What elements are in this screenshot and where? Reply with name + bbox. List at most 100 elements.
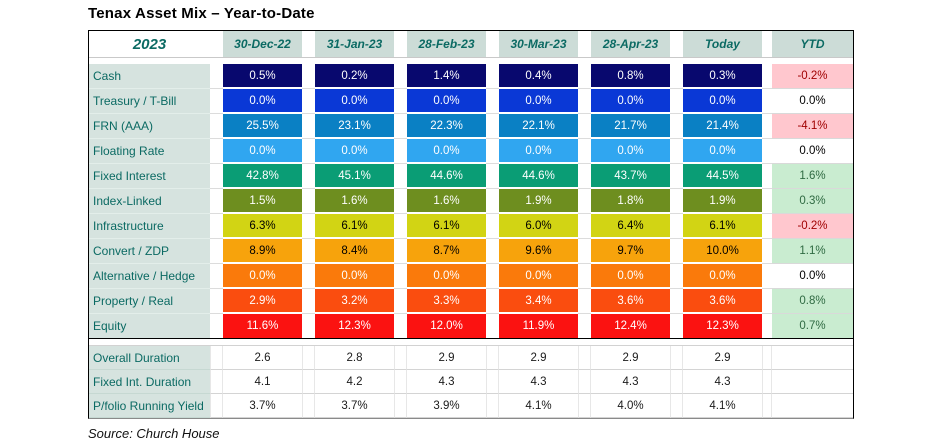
value-cell: 2.9 bbox=[591, 346, 670, 370]
value-cell: 12.4% bbox=[591, 314, 670, 339]
ytd-cell bbox=[772, 370, 853, 394]
value-cell: 3.6% bbox=[591, 289, 670, 314]
table-row: Property / Real 2.9% 3.2% 3.3% 3.4% 3.6%… bbox=[89, 289, 853, 314]
column-gap bbox=[670, 314, 683, 339]
value-cell: 0.0% bbox=[407, 89, 486, 114]
value-cell: 1.5% bbox=[223, 189, 302, 214]
value-cell: 0.0% bbox=[683, 89, 762, 114]
row-label: Fixed Int. Duration bbox=[89, 370, 210, 394]
row-label: Floating Rate bbox=[89, 139, 210, 164]
header-row: 2023 30-Dec-22 31-Jan-23 28-Feb-23 30-Ma… bbox=[89, 31, 853, 58]
column-gap bbox=[578, 164, 591, 189]
column-gap bbox=[578, 139, 591, 164]
table-row: Overall Duration 2.6 2.8 2.9 2.9 2.9 2.9 bbox=[89, 346, 853, 370]
row-label: FRN (AAA) bbox=[89, 114, 210, 139]
ytd-cell: 0.0% bbox=[772, 264, 853, 289]
column-gap bbox=[210, 89, 223, 114]
column-header: 28-Feb-23 bbox=[407, 31, 486, 58]
column-gap bbox=[486, 89, 499, 114]
value-cell: 9.6% bbox=[499, 239, 578, 264]
ytd-cell: 0.8% bbox=[772, 289, 853, 314]
column-gap bbox=[670, 164, 683, 189]
column-gap bbox=[670, 89, 683, 114]
column-gap bbox=[762, 314, 772, 339]
value-cell: 0.0% bbox=[591, 139, 670, 164]
value-cell: 10.0% bbox=[683, 239, 762, 264]
value-cell: 23.1% bbox=[315, 114, 394, 139]
row-label: Index-Linked bbox=[89, 189, 210, 214]
column-gap bbox=[486, 289, 499, 314]
value-cell: 2.9 bbox=[683, 346, 762, 370]
asset-mix-table: 2023 30-Dec-22 31-Jan-23 28-Feb-23 30-Ma… bbox=[88, 30, 854, 419]
value-cell: 44.6% bbox=[407, 164, 486, 189]
column-gap bbox=[578, 89, 591, 114]
ytd-header: YTD bbox=[772, 31, 853, 58]
column-gap bbox=[210, 370, 223, 394]
value-cell: 0.0% bbox=[683, 139, 762, 164]
column-gap bbox=[394, 114, 407, 139]
column-gap bbox=[578, 189, 591, 214]
column-gap bbox=[394, 31, 407, 58]
column-gap bbox=[670, 264, 683, 289]
column-gap bbox=[302, 64, 315, 89]
ytd-cell: 1.1% bbox=[772, 239, 853, 264]
value-cell: 2.6 bbox=[223, 346, 302, 370]
column-header: 30-Mar-23 bbox=[499, 31, 578, 58]
column-gap bbox=[486, 189, 499, 214]
value-cell: 8.4% bbox=[315, 239, 394, 264]
column-gap bbox=[210, 346, 223, 370]
column-header: 31-Jan-23 bbox=[315, 31, 394, 58]
value-cell: 6.1% bbox=[315, 214, 394, 239]
value-cell: 0.0% bbox=[683, 264, 762, 289]
column-gap bbox=[302, 89, 315, 114]
spacer-row bbox=[89, 339, 853, 346]
column-gap bbox=[210, 264, 223, 289]
column-gap bbox=[302, 264, 315, 289]
value-cell: 1.8% bbox=[591, 189, 670, 214]
column-gap bbox=[762, 289, 772, 314]
value-cell: 44.6% bbox=[499, 164, 578, 189]
column-gap bbox=[670, 370, 683, 394]
column-gap bbox=[394, 394, 407, 418]
value-cell: 2.9 bbox=[407, 346, 486, 370]
value-cell: 1.4% bbox=[407, 64, 486, 89]
column-gap bbox=[302, 31, 315, 58]
value-cell: 1.9% bbox=[683, 189, 762, 214]
value-cell: 0.8% bbox=[591, 64, 670, 89]
value-cell: 12.0% bbox=[407, 314, 486, 339]
row-label: Overall Duration bbox=[89, 346, 210, 370]
column-gap bbox=[762, 89, 772, 114]
column-gap bbox=[302, 139, 315, 164]
page-title: Tenax Asset Mix – Year-to-Date bbox=[88, 5, 315, 22]
column-gap bbox=[578, 289, 591, 314]
column-gap bbox=[486, 314, 499, 339]
column-gap bbox=[394, 164, 407, 189]
column-gap bbox=[578, 346, 591, 370]
value-cell: 0.2% bbox=[315, 64, 394, 89]
value-cell: 0.0% bbox=[499, 89, 578, 114]
value-cell: 0.0% bbox=[223, 264, 302, 289]
column-gap bbox=[210, 114, 223, 139]
column-gap bbox=[670, 214, 683, 239]
ytd-cell: -0.2% bbox=[772, 214, 853, 239]
column-gap bbox=[486, 139, 499, 164]
value-cell: 2.9 bbox=[499, 346, 578, 370]
value-cell: 25.5% bbox=[223, 114, 302, 139]
ytd-cell: 0.0% bbox=[772, 89, 853, 114]
column-gap bbox=[578, 64, 591, 89]
value-cell: 6.3% bbox=[223, 214, 302, 239]
value-cell: 4.1 bbox=[223, 370, 302, 394]
column-gap bbox=[578, 370, 591, 394]
value-cell: 22.1% bbox=[499, 114, 578, 139]
column-gap bbox=[210, 394, 223, 418]
year-header: 2023 bbox=[89, 31, 210, 58]
column-gap bbox=[578, 214, 591, 239]
value-cell: 0.0% bbox=[315, 264, 394, 289]
column-gap bbox=[762, 239, 772, 264]
column-gap bbox=[762, 189, 772, 214]
row-label: Fixed Interest bbox=[89, 164, 210, 189]
asset-mix-panel: Tenax Asset Mix – Year-to-Date 2023 30-D… bbox=[88, 5, 888, 441]
column-gap bbox=[578, 114, 591, 139]
column-gap bbox=[302, 289, 315, 314]
column-gap bbox=[210, 214, 223, 239]
